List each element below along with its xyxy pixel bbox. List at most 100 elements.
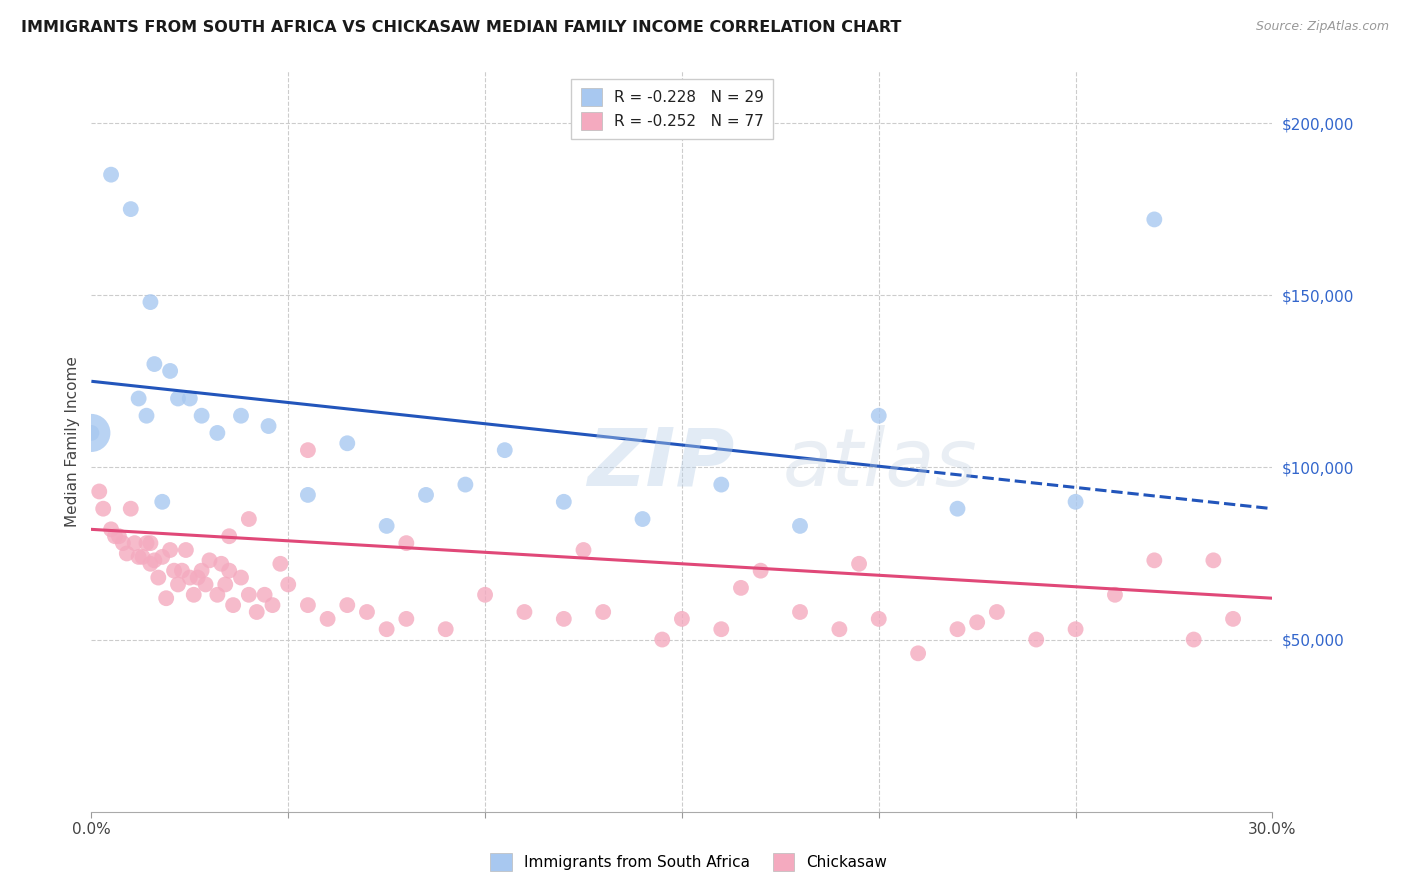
Point	[100, 168, 122, 182]
Point	[297, 488, 319, 502]
Point	[194, 577, 217, 591]
Point	[155, 591, 177, 606]
Point	[1143, 212, 1166, 227]
Point	[229, 409, 252, 423]
Text: Source: ZipAtlas.com: Source: ZipAtlas.com	[1256, 20, 1389, 33]
Point	[111, 536, 134, 550]
Point	[1064, 622, 1087, 636]
Point	[1064, 495, 1087, 509]
Point	[80, 425, 103, 440]
Point	[167, 392, 190, 406]
Point	[454, 477, 477, 491]
Point	[946, 501, 969, 516]
Point	[124, 536, 146, 550]
Point	[789, 605, 811, 619]
Point	[553, 495, 575, 509]
Text: ZIP: ZIP	[588, 425, 735, 503]
Point	[100, 522, 122, 536]
Point	[336, 598, 359, 612]
Point	[671, 612, 693, 626]
Point	[222, 598, 245, 612]
Point	[115, 546, 138, 560]
Point	[89, 484, 111, 499]
Point	[1104, 588, 1126, 602]
Point	[167, 577, 190, 591]
Point	[139, 557, 162, 571]
Point	[1143, 553, 1166, 567]
Point	[269, 557, 291, 571]
Point	[415, 488, 437, 502]
Point	[1222, 612, 1244, 626]
Point	[128, 549, 150, 564]
Point	[494, 443, 516, 458]
Text: atlas: atlas	[782, 425, 977, 503]
Point	[631, 512, 654, 526]
Point	[1202, 553, 1225, 567]
Point	[209, 557, 232, 571]
Point	[179, 570, 201, 584]
Point	[297, 598, 319, 612]
Point	[190, 564, 212, 578]
Point	[651, 632, 673, 647]
Point	[131, 549, 153, 564]
Point	[297, 443, 319, 458]
Point	[170, 564, 193, 578]
Point	[163, 564, 186, 578]
Point	[966, 615, 988, 630]
Point	[848, 557, 870, 571]
Point	[159, 543, 181, 558]
Text: IMMIGRANTS FROM SOUTH AFRICA VS CHICKASAW MEDIAN FAMILY INCOME CORRELATION CHART: IMMIGRANTS FROM SOUTH AFRICA VS CHICKASA…	[21, 20, 901, 35]
Point	[395, 612, 418, 626]
Point	[257, 419, 280, 434]
Point	[395, 536, 418, 550]
Point	[238, 588, 260, 602]
Legend: R = -0.228   N = 29, R = -0.252   N = 77: R = -0.228 N = 29, R = -0.252 N = 77	[571, 79, 773, 139]
Point	[198, 553, 221, 567]
Point	[946, 622, 969, 636]
Point	[730, 581, 752, 595]
Point	[150, 549, 173, 564]
Point	[375, 622, 398, 636]
Point	[91, 501, 114, 516]
Point	[375, 519, 398, 533]
Point	[828, 622, 851, 636]
Point	[108, 529, 131, 543]
Point	[907, 646, 929, 660]
Legend: Immigrants from South Africa, Chickasaw: Immigrants from South Africa, Chickasaw	[484, 847, 894, 877]
Point	[246, 605, 269, 619]
Point	[592, 605, 614, 619]
Point	[128, 392, 150, 406]
Point	[183, 588, 205, 602]
Point	[986, 605, 1008, 619]
Point	[1182, 632, 1205, 647]
Point	[553, 612, 575, 626]
Point	[179, 392, 201, 406]
Point	[336, 436, 359, 450]
Point	[135, 409, 157, 423]
Point	[207, 425, 229, 440]
Point	[159, 364, 181, 378]
Point	[356, 605, 378, 619]
Point	[262, 598, 284, 612]
Point	[135, 536, 157, 550]
Point	[868, 612, 890, 626]
Point	[104, 529, 127, 543]
Point	[139, 295, 162, 310]
Point	[513, 605, 536, 619]
Y-axis label: Median Family Income: Median Family Income	[65, 356, 80, 527]
Point	[139, 536, 162, 550]
Point	[143, 357, 166, 371]
Point	[214, 577, 236, 591]
Point	[207, 588, 229, 602]
Point	[253, 588, 276, 602]
Point	[120, 202, 142, 216]
Point	[749, 564, 772, 578]
Point	[1025, 632, 1047, 647]
Point	[218, 529, 240, 543]
Point	[143, 553, 166, 567]
Point	[710, 622, 733, 636]
Point	[80, 425, 103, 440]
Point	[277, 577, 299, 591]
Point	[572, 543, 595, 558]
Point	[710, 477, 733, 491]
